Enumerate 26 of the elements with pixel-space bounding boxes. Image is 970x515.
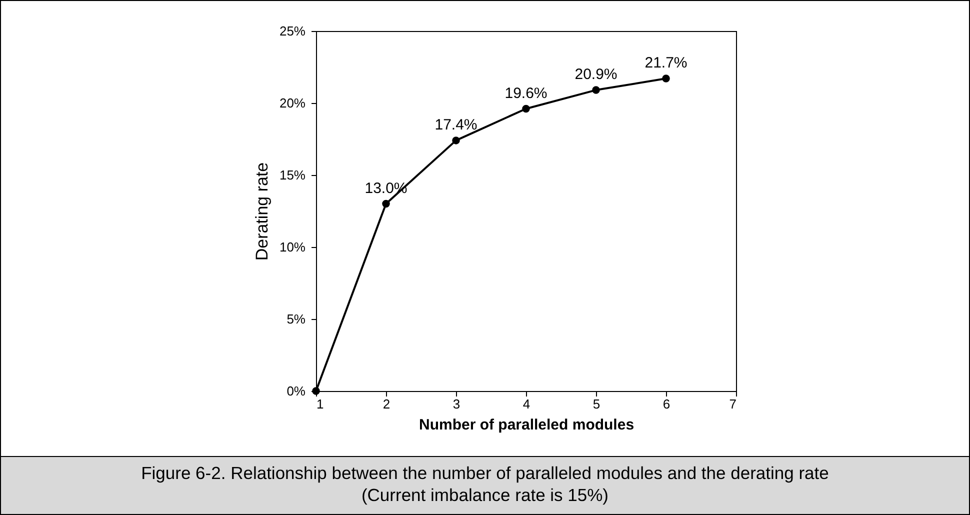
y-tick-label: 5% xyxy=(286,312,306,326)
text: Figure 6-2. Relationship between the number of paralleled modules and the derating rate xyxy=(140,462,830,484)
y-tick-label: 0% xyxy=(286,384,306,398)
point xyxy=(452,136,460,144)
x-tick-label: 2 xyxy=(382,396,390,412)
y-tick-label: 15% xyxy=(279,168,306,182)
point xyxy=(522,104,530,113)
x-tick-label: 6 xyxy=(662,396,670,412)
y-tick-label: 20% xyxy=(279,96,306,110)
y-axis-title: Derating rate xyxy=(252,162,272,261)
data-label: 21.7% xyxy=(644,54,688,72)
point xyxy=(382,200,390,208)
x-axis-title: Number of paralleled modules xyxy=(418,416,634,434)
point xyxy=(662,74,670,82)
x-tick-label: 4 xyxy=(522,396,530,412)
x-tick-label: 1 xyxy=(316,396,324,412)
x-tick-label: 7 xyxy=(729,396,736,412)
y-tick-label: 10% xyxy=(279,240,306,254)
x-tick-label: 5 xyxy=(592,396,600,412)
y-tick-label: 25% xyxy=(279,24,306,38)
x-tick-label: 3 xyxy=(452,396,460,412)
point xyxy=(592,86,600,94)
data-label: 17.4% xyxy=(434,116,478,134)
data-label: 19.6% xyxy=(504,84,548,102)
text: (Current imbalance rate is 15%) xyxy=(360,484,610,506)
data-label: 20.9% xyxy=(574,66,618,84)
